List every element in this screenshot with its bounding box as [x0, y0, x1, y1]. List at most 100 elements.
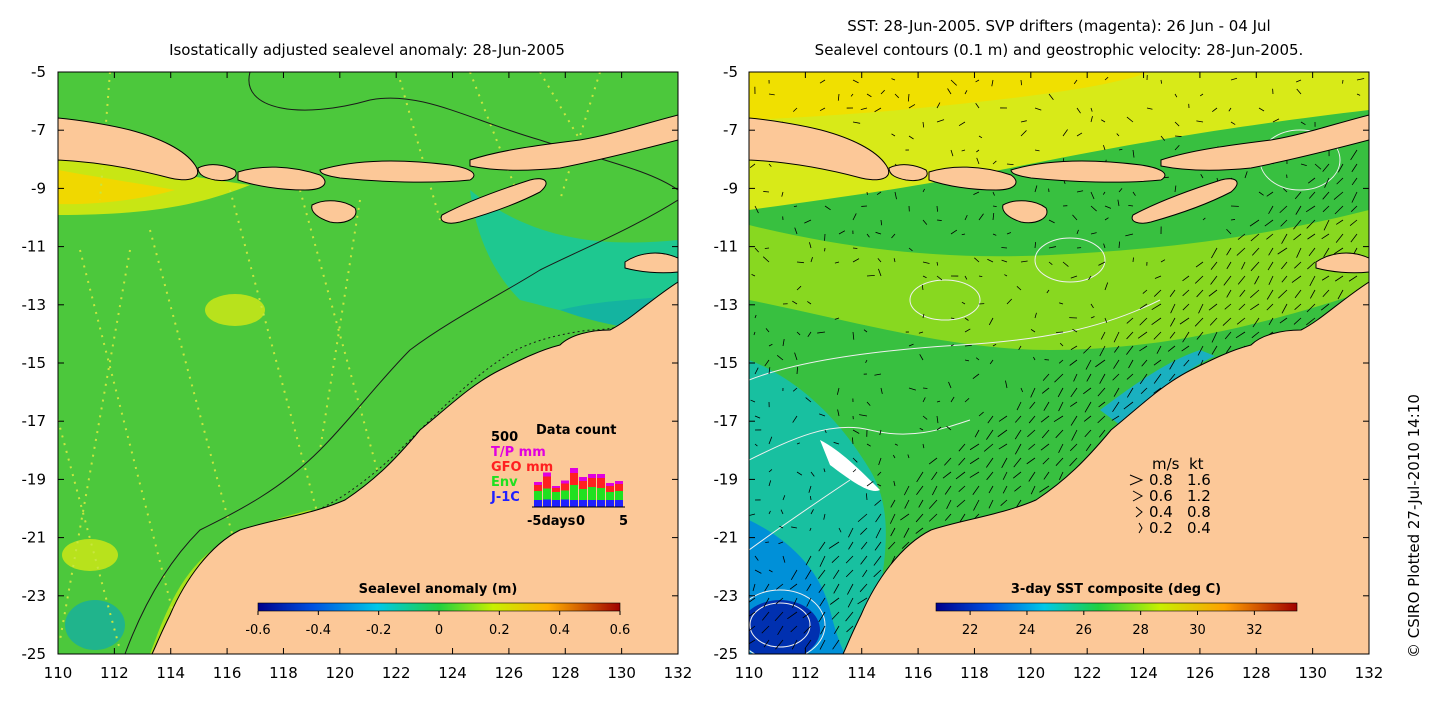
velocity-vector	[792, 300, 798, 305]
colorbar-tick-label: 32	[1246, 623, 1263, 638]
velocity-vector	[866, 481, 874, 487]
velocity-ms-value: 0.4	[1149, 503, 1173, 521]
velocity-vector	[838, 527, 842, 533]
velocity-vector	[874, 499, 882, 506]
velocity-vector	[1266, 303, 1274, 311]
velocity-vector	[852, 429, 860, 434]
velocity-vector	[792, 415, 798, 423]
velocity-vector	[1083, 387, 1092, 395]
velocity-vector	[1103, 144, 1106, 151]
velocity-vector	[833, 441, 840, 445]
velocity-vector	[1266, 191, 1274, 197]
velocity-vector	[763, 191, 770, 193]
velocity-vector	[942, 471, 952, 479]
velocity-vector	[908, 387, 916, 391]
data-count-inset: Data count 500 T/P mm GFO mm Env J-1C -5…	[490, 423, 628, 529]
sea-level-colorbar-title: Sealevel anomaly (m)	[359, 582, 518, 597]
velocity-vector	[1224, 331, 1232, 340]
cold-core	[749, 600, 820, 654]
data-count-bar-segment	[615, 500, 623, 507]
data-count-bar-segment	[597, 474, 605, 478]
velocity-vector	[1111, 415, 1120, 421]
colorbar-tick-label: -0.4	[306, 623, 331, 638]
velocity-vector	[1062, 261, 1069, 267]
velocity-vector	[1058, 471, 1064, 481]
velocity-vector	[1258, 191, 1264, 196]
x-tick-label: 128	[551, 664, 580, 682]
velocity-vector	[1090, 191, 1095, 200]
velocity-vector	[978, 411, 984, 417]
velocity-vector	[1350, 205, 1358, 212]
velocity-vector	[1281, 233, 1288, 244]
velocity-vector	[1356, 93, 1361, 96]
velocity-vector	[969, 443, 980, 451]
velocity-vector	[834, 317, 840, 320]
velocity-vector	[1295, 205, 1302, 215]
velocity-vector	[761, 625, 770, 634]
velocity-vector	[1114, 345, 1120, 353]
velocity-vector	[1099, 373, 1106, 384]
velocity-vector	[1280, 219, 1288, 227]
velocity-vector	[936, 205, 938, 212]
velocity-vector	[964, 398, 970, 403]
velocity-vector	[829, 597, 840, 605]
velocity-vector	[819, 79, 826, 84]
colorbar-tick-label: -0.2	[366, 623, 391, 638]
velocity-vector	[976, 149, 980, 153]
velocity-vector	[1268, 205, 1274, 215]
y-tick-label: -19	[714, 470, 739, 488]
velocity-vector	[1104, 217, 1109, 221]
velocity-vector	[1266, 289, 1274, 300]
velocity-vector	[1348, 275, 1358, 282]
velocity-vector	[778, 541, 784, 545]
velocity-vector	[1083, 415, 1092, 422]
velocity-vector	[1125, 233, 1134, 237]
bathymetry-contours	[124, 72, 678, 654]
velocity-vector	[961, 301, 966, 305]
velocity-vector	[1333, 191, 1344, 200]
land-masses	[58, 114, 678, 654]
velocity-vector	[1320, 303, 1330, 311]
velocity-vector	[986, 471, 994, 481]
velocity-vector	[1048, 93, 1054, 100]
velocity-vector	[900, 513, 910, 521]
velocity-vector	[1034, 149, 1040, 152]
velocity-vector	[964, 90, 968, 95]
northern-islands-land	[469, 114, 678, 171]
velocity-vector	[805, 397, 812, 403]
velocity-vector	[928, 499, 938, 509]
velocity-vector	[948, 381, 952, 389]
velocity-vector	[1070, 401, 1078, 407]
velocity-vector	[1006, 163, 1014, 165]
data-count-bar-segment	[543, 476, 551, 489]
velocity-vector	[1139, 303, 1148, 310]
velocity-vector	[1277, 247, 1288, 255]
velocity-vector	[834, 261, 840, 264]
velocity-vector	[768, 163, 772, 167]
velocity-arrow-icon	[1135, 506, 1143, 518]
data-count-bar-segment	[606, 500, 614, 507]
left-panel-title: Isostatically adjusted sealevel anomaly:…	[169, 41, 565, 59]
velocity-vector	[964, 214, 968, 221]
velocity-vector	[936, 426, 942, 431]
velocity-vector	[832, 639, 840, 650]
velocity-vector	[1334, 275, 1344, 282]
velocity-vector	[975, 103, 980, 109]
velocity-vector	[1113, 359, 1120, 369]
left-axis-ticks: 110 112 114 116 118 120 122 124 126 128 130 132 -5 -7…	[22, 63, 693, 682]
velocity-vector	[1323, 219, 1330, 231]
velocity-vector	[775, 583, 784, 590]
velocity-vector	[1306, 317, 1316, 326]
velocity-vector	[1226, 261, 1232, 270]
velocity-vector	[1200, 174, 1204, 179]
velocity-vector	[1250, 261, 1260, 272]
velocity-vector	[792, 387, 798, 392]
velocity-vector	[1033, 356, 1036, 361]
bali-lombok-land	[197, 164, 237, 181]
velocity-vector	[819, 413, 826, 417]
velocity-vector	[1222, 317, 1232, 326]
velocity-vector	[903, 485, 910, 496]
velocity-vector	[768, 569, 773, 573]
velocity-vector	[1048, 246, 1057, 249]
right-panel-title-line1: SST: 28-Jun-2005. SVP drifters (magenta)…	[847, 17, 1270, 35]
